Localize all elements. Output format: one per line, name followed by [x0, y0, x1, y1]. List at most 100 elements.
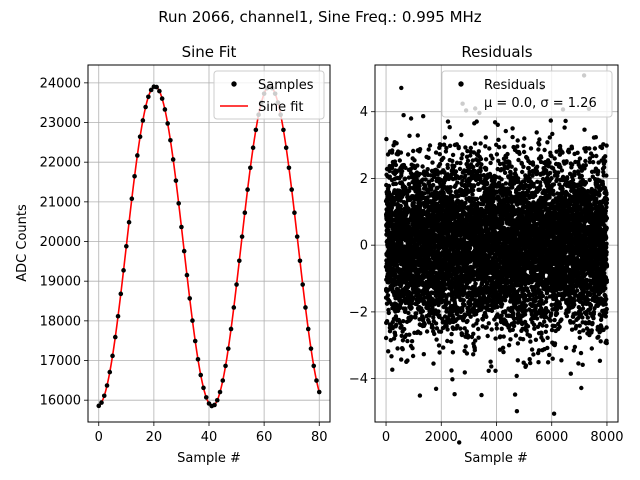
residual-point	[414, 311, 419, 316]
sine-fit-xtick-label: 0	[95, 430, 103, 445]
sample-point	[112, 334, 118, 340]
residual-point	[495, 304, 500, 310]
sample-point	[212, 402, 217, 408]
sine-fit-legend-box	[213, 70, 325, 120]
residual-point	[496, 137, 501, 142]
residual-point	[422, 321, 427, 327]
residual-point	[488, 160, 493, 166]
residual-point	[484, 325, 489, 330]
residual-point	[393, 162, 399, 168]
residual-point	[458, 326, 463, 331]
sine-fit-xlabel: Sample #	[177, 451, 241, 466]
residual-point	[471, 183, 477, 188]
residual-point	[494, 326, 499, 331]
residual-point	[489, 327, 494, 332]
sample-point	[192, 338, 198, 344]
residual-point	[394, 322, 399, 327]
residual-point	[478, 141, 483, 146]
sample-point	[195, 357, 201, 362]
sine-fit-ytick-label: 20000	[40, 235, 81, 250]
sine-fit-ytick-label: 16000	[40, 394, 81, 409]
residual-point	[485, 333, 490, 339]
residual-point	[420, 309, 425, 314]
sine-fit-ytick-label: 22000	[40, 156, 81, 171]
residual-point	[405, 358, 410, 363]
residual-point	[410, 353, 416, 359]
sample-point	[303, 305, 308, 310]
residual-point	[468, 314, 473, 319]
residual-point	[406, 310, 411, 316]
residual-point	[468, 153, 473, 158]
residual-point	[444, 145, 449, 151]
residual-point	[486, 368, 491, 373]
residual-point	[507, 190, 513, 195]
residual-point	[437, 161, 443, 167]
residual-point	[461, 298, 466, 303]
residual-point	[401, 319, 406, 324]
residual-point	[479, 162, 484, 167]
residual-point	[499, 326, 504, 331]
residual-point	[402, 326, 407, 332]
residual-point	[464, 351, 470, 356]
residual-point	[459, 156, 464, 161]
residual-point	[403, 307, 408, 312]
residual-point	[441, 155, 446, 161]
sample-point	[143, 104, 148, 110]
residual-point	[512, 392, 518, 397]
residual-point	[470, 188, 476, 193]
residual-point	[398, 150, 404, 155]
residual-point	[386, 228, 391, 233]
residual-point	[418, 331, 423, 336]
residual-point	[443, 286, 448, 291]
sample-point	[157, 88, 162, 94]
residual-point	[470, 192, 475, 197]
residual-point	[389, 354, 394, 359]
residual-point	[496, 145, 502, 150]
sample-point	[311, 363, 317, 369]
residual-point	[474, 119, 479, 124]
sample-point	[225, 346, 231, 351]
residual-point	[473, 338, 478, 343]
residual-point	[445, 165, 450, 170]
residual-point	[506, 343, 512, 348]
residual-point	[450, 158, 455, 164]
residual-point	[399, 357, 404, 362]
residual-point	[503, 181, 509, 186]
residual-point	[474, 196, 480, 202]
residual-point	[394, 262, 400, 267]
sample-point	[96, 403, 102, 409]
residual-point	[501, 334, 506, 339]
sample-point	[289, 187, 294, 192]
residual-point	[391, 336, 397, 341]
residual-point	[510, 185, 515, 190]
residual-point	[397, 158, 402, 163]
residuals-title: Residuals	[461, 43, 532, 61]
sample-point	[281, 127, 286, 133]
residual-point	[411, 148, 416, 154]
residual-point	[460, 308, 465, 313]
sample-point	[101, 393, 107, 399]
residual-point	[432, 331, 437, 337]
residual-point	[479, 392, 484, 398]
residual-point	[393, 333, 398, 338]
residual-point	[468, 145, 473, 151]
residual-point	[463, 173, 468, 178]
sample-point	[104, 383, 110, 388]
sample-point	[176, 201, 181, 206]
residual-point	[448, 185, 453, 190]
residual-point	[395, 346, 400, 351]
residual-point	[433, 321, 439, 326]
residual-point	[448, 339, 454, 344]
residual-point	[392, 159, 398, 164]
sample-point	[300, 282, 306, 287]
residual-point	[483, 166, 489, 171]
residual-point	[510, 327, 515, 332]
sample-point	[231, 305, 237, 310]
residual-point	[483, 135, 488, 140]
sample-point	[132, 174, 137, 179]
residual-point	[478, 156, 484, 162]
residual-point	[421, 114, 426, 119]
residual-point	[415, 163, 420, 168]
residual-point	[399, 323, 404, 329]
sample-point	[99, 400, 104, 405]
